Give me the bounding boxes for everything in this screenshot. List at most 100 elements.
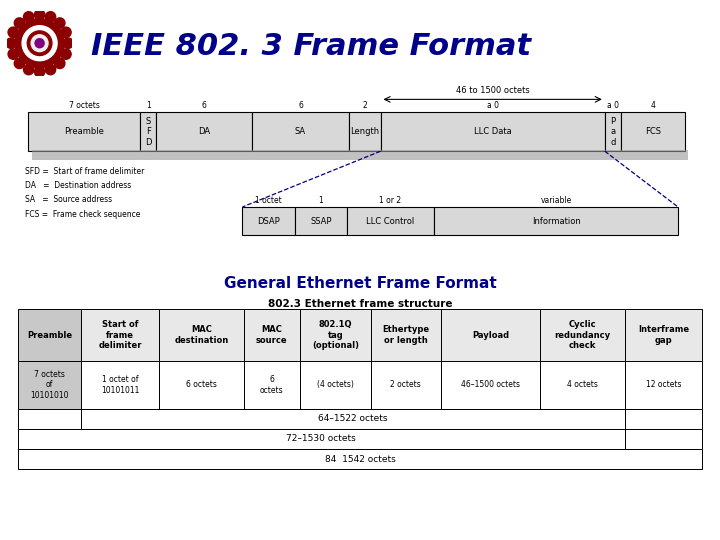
Circle shape (60, 49, 71, 59)
Bar (381, 112, 605, 151)
Text: S
F
D: S F D (145, 117, 152, 147)
Bar (605, 112, 621, 151)
Text: 6 octets: 6 octets (186, 380, 217, 389)
Text: 6: 6 (298, 102, 303, 110)
Text: 802.1Q
tag
(optional): 802.1Q tag (optional) (312, 320, 359, 350)
Bar (621, 112, 685, 151)
Circle shape (55, 58, 65, 69)
Text: 4 octets: 4 octets (567, 380, 598, 389)
Text: 2: 2 (362, 102, 367, 110)
Text: Preamble: Preamble (27, 330, 72, 340)
Circle shape (63, 38, 73, 49)
Bar (159, 309, 243, 361)
Text: 802.3 Ethernet frame structure: 802.3 Ethernet frame structure (268, 299, 452, 309)
Bar (441, 361, 540, 409)
Bar (624, 309, 702, 361)
Bar (81, 309, 159, 361)
Circle shape (15, 18, 64, 68)
Circle shape (35, 66, 45, 77)
Text: 64–1522 octets: 64–1522 octets (318, 414, 387, 423)
Circle shape (45, 12, 55, 22)
Bar (347, 207, 434, 235)
Bar (18, 361, 81, 409)
Text: Ethertype
or length: Ethertype or length (382, 325, 429, 345)
Bar (140, 112, 156, 151)
Text: a 0: a 0 (487, 102, 499, 110)
Bar (624, 361, 702, 409)
Text: SFD =  Start of frame delimiter: SFD = Start of frame delimiter (24, 167, 144, 176)
Bar (32, 150, 688, 160)
Text: 46 to 1500 octets: 46 to 1500 octets (456, 86, 529, 96)
Text: General Ethernet Frame Format: General Ethernet Frame Format (224, 276, 496, 291)
Bar (18, 449, 702, 469)
Text: LLC Data: LLC Data (474, 127, 511, 136)
Circle shape (24, 64, 34, 75)
Circle shape (6, 38, 17, 49)
Bar (243, 207, 294, 235)
Bar (243, 309, 300, 361)
Bar (18, 429, 624, 449)
Text: 7 octets
of
10101010: 7 octets of 10101010 (30, 370, 69, 400)
Text: 1: 1 (146, 102, 150, 110)
Text: 1 octet of
10101011: 1 octet of 10101011 (101, 375, 140, 395)
Text: IEEE 802. 3 Frame Format: IEEE 802. 3 Frame Format (91, 32, 531, 61)
Text: (4 octets): (4 octets) (317, 380, 354, 389)
Text: Start of
frame
delimiter: Start of frame delimiter (99, 320, 142, 350)
Bar (348, 112, 381, 151)
Text: 1 or 2: 1 or 2 (379, 196, 402, 205)
Circle shape (14, 18, 24, 28)
Circle shape (27, 31, 52, 56)
Bar (624, 409, 702, 429)
Text: Preamble: Preamble (64, 127, 104, 136)
Bar (300, 309, 371, 361)
Circle shape (14, 58, 24, 69)
Bar (434, 207, 678, 235)
Text: Cyclic
redundancy
check: Cyclic redundancy check (554, 320, 611, 350)
Text: Length: Length (350, 127, 379, 136)
Text: LLC Control: LLC Control (366, 217, 415, 226)
Circle shape (60, 27, 71, 37)
Text: DSAP: DSAP (257, 217, 280, 226)
Bar (294, 207, 347, 235)
Text: 4: 4 (650, 102, 655, 110)
Circle shape (22, 26, 57, 60)
Text: Interframe
gap: Interframe gap (638, 325, 689, 345)
Text: SA: SA (295, 127, 306, 136)
Text: 72–1530 octets: 72–1530 octets (287, 435, 356, 443)
Circle shape (55, 18, 65, 28)
Circle shape (45, 64, 55, 75)
Text: 2 octets: 2 octets (390, 380, 421, 389)
Bar (371, 309, 441, 361)
Text: 6
octets: 6 octets (260, 375, 284, 395)
Bar (540, 309, 624, 361)
Text: P
a
d: P a d (610, 117, 616, 147)
Text: 1: 1 (318, 196, 323, 205)
Bar (18, 309, 81, 361)
Circle shape (8, 27, 19, 37)
Text: DA   =  Destination address: DA = Destination address (24, 181, 131, 190)
Bar (18, 409, 81, 429)
Text: 84  1542 octets: 84 1542 octets (325, 455, 395, 464)
Text: 1 octet: 1 octet (256, 196, 282, 205)
Circle shape (8, 49, 19, 59)
Text: a 0: a 0 (607, 102, 618, 110)
Bar (81, 361, 159, 409)
Bar (81, 409, 624, 429)
Text: 7 octets: 7 octets (69, 102, 99, 110)
Circle shape (35, 10, 45, 20)
Bar (243, 361, 300, 409)
Bar (441, 309, 540, 361)
Bar (156, 112, 253, 151)
Text: SSAP: SSAP (310, 217, 332, 226)
Text: MAC
source: MAC source (256, 325, 287, 345)
Circle shape (24, 12, 34, 22)
Text: variable: variable (541, 196, 572, 205)
Circle shape (31, 35, 48, 52)
Bar (159, 361, 243, 409)
Bar (371, 361, 441, 409)
Text: 46–1500 octets: 46–1500 octets (461, 380, 520, 389)
Text: Payload: Payload (472, 330, 509, 340)
Text: FCS: FCS (645, 127, 661, 136)
Bar (28, 112, 140, 151)
Text: FCS =  Frame check sequence: FCS = Frame check sequence (24, 210, 140, 219)
